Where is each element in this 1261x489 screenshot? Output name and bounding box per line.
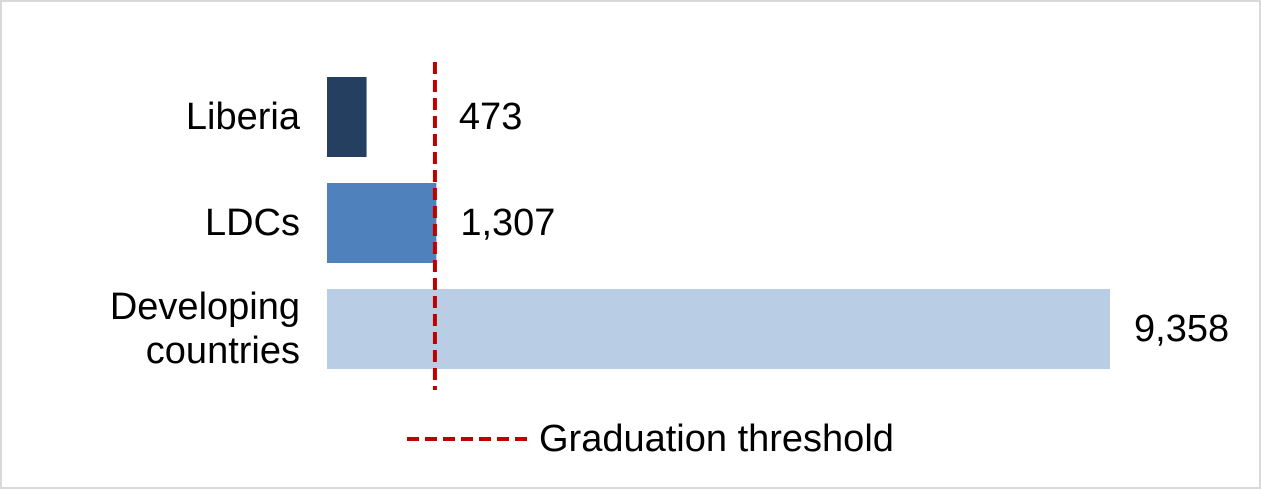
value-label: 9,358 [1134,308,1229,350]
bar [327,183,437,263]
category-label: Liberia [185,96,300,138]
value-label: 473 [459,96,522,138]
bar [327,77,367,157]
category-label: LDCs [204,202,300,244]
value-label: 1,307 [460,202,555,244]
legend-label: Graduation threshold [539,418,894,460]
bar [327,289,1110,369]
category-label: Developing countries [109,286,300,372]
